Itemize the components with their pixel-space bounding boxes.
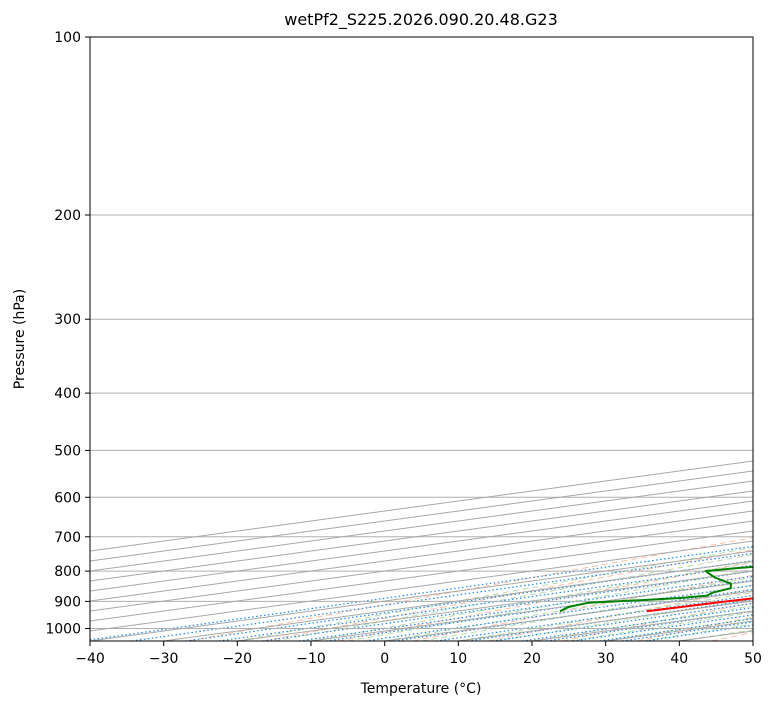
isotherm-line [90, 500, 753, 592]
y-tick-label: 900 [54, 594, 81, 610]
mixing-ratio-line [492, 602, 753, 641]
moist-adiabat-line [384, 576, 753, 641]
isotherm-line [384, 590, 753, 641]
mixing-ratio-line [436, 594, 753, 641]
dry-adiabat-line [338, 561, 753, 641]
x-tick-label: 50 [744, 651, 762, 667]
dewpoint-profile-line [559, 565, 753, 613]
moist-adiabat-line [310, 561, 753, 641]
mixing-ratio-line [90, 545, 753, 641]
y-tick-label: 200 [54, 208, 81, 224]
y-tick-label: 600 [54, 490, 81, 506]
dry-adiabat-line [636, 616, 753, 641]
chart-title: wetPf2_S225.2026.090.20.48.G23 [284, 10, 558, 30]
x-tick-label: −30 [149, 651, 179, 667]
isotherm-line [531, 610, 753, 641]
x-tick-label: −20 [223, 651, 253, 667]
isotherm-line [752, 640, 753, 641]
temperature-profile-line [646, 597, 753, 613]
mixing-ratio-line [326, 579, 753, 641]
mixing-ratio-line [522, 606, 753, 641]
dry-adiabat-line [711, 631, 753, 641]
x-tick-label: −10 [296, 651, 326, 667]
moist-adiabat-line [679, 629, 753, 641]
plot-area: -100-90-80-70-60-50-40-30-20-10010203040… [90, 37, 753, 641]
isotherm-line [90, 550, 753, 641]
moist-adiabat-line [568, 611, 753, 641]
moist-adiabat-line [421, 584, 753, 641]
dry-adiabat-line [263, 549, 753, 641]
pressure-gridlines [90, 37, 753, 629]
isotherm-line [90, 490, 753, 582]
y-tick-label: 500 [54, 443, 81, 459]
moist-adiabat-line [347, 568, 753, 641]
x-axis-label: Temperature (°C) [360, 681, 482, 697]
y-tick-label: 400 [54, 386, 81, 402]
isotherm-line [90, 470, 753, 562]
isotherm-line [90, 540, 753, 632]
isotherm-line [90, 510, 753, 602]
y-tick-label: 100 [54, 30, 81, 46]
skewed-isotherms [90, 460, 753, 641]
dry-adiabats [188, 537, 753, 641]
moist-adiabat-line [642, 623, 753, 641]
x-tick-label: −40 [75, 651, 105, 667]
y-tick-label: 300 [54, 312, 81, 328]
y-axis-label: Pressure (hPa) [12, 289, 28, 389]
dry-adiabat-line [188, 537, 753, 641]
dry-adiabat-line [562, 602, 753, 641]
x-tick-label: 20 [523, 651, 541, 667]
x-tick-label: 10 [449, 651, 467, 667]
isotherm-line [679, 630, 753, 641]
plot-frame [89, 36, 754, 642]
y-tick-label: 1000 [45, 622, 81, 638]
isotherm-line [310, 580, 753, 641]
moist-adiabat-line [237, 546, 753, 641]
profile-series [559, 565, 753, 613]
x-tick-label: 30 [597, 651, 615, 667]
x-axis-ticks: −40 −30 −20 −10 0 10 20 30 40 50 [75, 641, 762, 667]
isotherm-line [90, 460, 753, 552]
y-axis-ticks: 100 200 300 400 500 600 700 800 900 1000 [45, 30, 90, 638]
dry-adiabat-line [412, 574, 753, 641]
x-tick-label: 40 [670, 651, 688, 667]
x-tick-label: 0 [380, 651, 389, 667]
dry-adiabat-line [487, 588, 753, 641]
y-tick-label: 800 [54, 564, 81, 580]
y-tick-label: 700 [54, 530, 81, 546]
moist-adiabat-line [531, 605, 753, 641]
isotherm-line [90, 530, 753, 622]
isotherm-line [90, 480, 753, 572]
isotherm-line [90, 520, 753, 612]
moist-adiabat-line [274, 554, 753, 641]
